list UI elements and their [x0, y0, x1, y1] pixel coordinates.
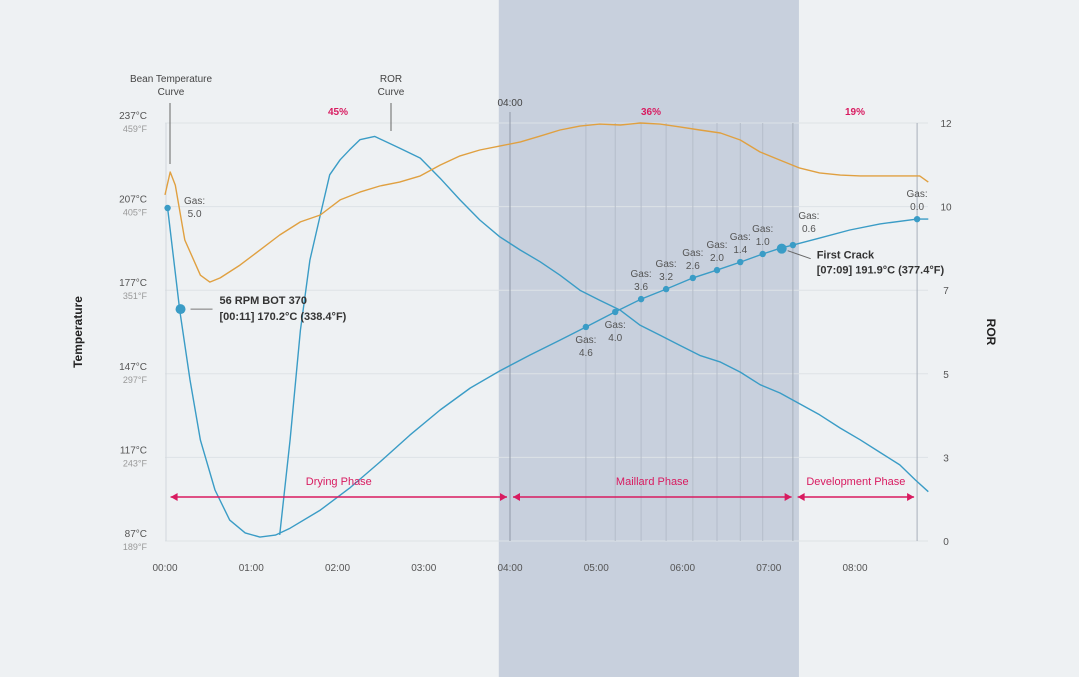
arrowhead-left-icon — [797, 493, 805, 501]
gas-label-title: Gas: — [682, 248, 703, 259]
gas-marker — [913, 215, 921, 223]
y-tick-celsius: 177°C — [119, 278, 147, 289]
gas-marker — [582, 323, 590, 331]
bean-callout-line2: Curve — [158, 87, 185, 98]
gas-marker — [713, 266, 721, 274]
y-tick-celsius: 117°C — [120, 445, 147, 456]
gas-marker — [612, 308, 619, 316]
first-crack-title: First Crack — [817, 250, 875, 262]
gas-label-title: Gas: — [605, 320, 626, 331]
gas-marker — [637, 295, 645, 303]
gas-label-value: 1.0 — [756, 237, 770, 248]
y-tick-fahrenheit: 243°F — [123, 458, 148, 468]
arrowhead-right-icon — [500, 493, 507, 501]
ror-callout-line2: Curve — [378, 87, 405, 98]
bean-callout-line1: Bean Temperature — [130, 74, 213, 85]
y2-tick-label: 3 — [943, 453, 949, 464]
gas-label-title: Gas: — [730, 232, 751, 243]
gas-label-value: 4.0 — [608, 333, 622, 344]
y-tick-celsius: 207°C — [119, 195, 147, 206]
x-tick-label: 01:00 — [239, 563, 264, 574]
gas-label-title: Gas: — [656, 259, 677, 270]
gas-marker — [662, 285, 670, 293]
y2-tick-label: 12 — [940, 119, 952, 130]
arrowhead-left-icon — [170, 493, 178, 501]
first-crack-marker — [776, 243, 787, 254]
y-tick-celsius: 87°C — [125, 529, 147, 540]
drying-phase-label: Drying Phase — [306, 476, 372, 488]
orange-line — [164, 122, 929, 283]
arrowhead-left-icon — [513, 493, 520, 501]
drying-phase-percent: 45% — [328, 107, 348, 118]
first-crack-connector — [787, 250, 811, 260]
gas-label-value: 0.6 — [802, 224, 816, 235]
y2-tick-label: 7 — [943, 286, 949, 297]
x-tick-label: 06:00 — [670, 563, 695, 574]
y-tick-fahrenheit: 297°F — [123, 375, 148, 385]
gas-label-value: 3.6 — [634, 282, 648, 293]
y2-axis-title: ROR — [984, 319, 998, 346]
arrowhead-right-icon — [907, 493, 915, 501]
y2-tick-label: 5 — [943, 370, 949, 381]
gas-marker — [164, 204, 171, 212]
x-tick-label: 05:00 — [584, 563, 609, 574]
gas-label-title: Gas: — [907, 189, 928, 200]
charge-event-detail: [00:11] 170.2°C (338.4°F) — [220, 311, 347, 323]
gas-label-value: 2.0 — [710, 253, 724, 264]
gas-label-value: 1.4 — [733, 245, 747, 256]
gas-label-title: Gas: — [798, 211, 819, 222]
ror-callout-line1: ROR — [380, 74, 402, 85]
maillard-shaded-region — [498, 0, 799, 677]
bean-temperature-line — [166, 207, 929, 538]
gas-label-title: Gas: — [184, 196, 205, 207]
gas-label-title: Gas: — [706, 240, 727, 251]
gas-label-value: 2.6 — [686, 261, 700, 272]
gas-label-title: Gas: — [631, 269, 652, 280]
y-tick-fahrenheit: 405°F — [123, 208, 148, 218]
gas-label-title: Gas: — [575, 335, 596, 346]
gas-label-value: 3.2 — [659, 272, 673, 283]
y2-tick-label: 10 — [940, 203, 952, 214]
arrowhead-right-icon — [784, 493, 792, 501]
gas-marker — [737, 258, 744, 266]
x-tick-label: 02:00 — [325, 563, 350, 574]
x-tick-label: 04:00 — [497, 563, 522, 574]
gas-marker — [789, 241, 797, 249]
gas-label-value: 0.0 — [910, 202, 924, 213]
gas-label-title: Gas: — [752, 224, 773, 235]
x-tick-label: 08:00 — [842, 563, 867, 574]
development-phase-label: Development Phase — [806, 476, 905, 488]
ror-line — [279, 135, 929, 535]
maillard-phase-label: Maillard Phase — [616, 476, 689, 488]
x-tick-label: 03:00 — [411, 563, 436, 574]
charge-event-marker — [175, 304, 186, 315]
y-tick-fahrenheit: 351°F — [123, 291, 148, 301]
four-minute-label: 04:00 — [497, 98, 522, 109]
y2-tick-label: 0 — [943, 537, 949, 548]
gas-marker — [759, 250, 766, 258]
x-tick-label: 00:00 — [152, 563, 177, 574]
y-tick-celsius: 147°C — [119, 362, 147, 373]
y-tick-fahrenheit: 189°F — [123, 542, 148, 552]
x-tick-label: 07:00 — [756, 563, 781, 574]
y-tick-celsius: 237°C — [119, 111, 147, 122]
y-axis-title: Temperature — [71, 296, 85, 368]
charge-event-title: 56 RPM BOT 370 — [220, 295, 307, 307]
first-crack-detail: [07:09] 191.9°C (377.4°F) — [817, 265, 945, 277]
y-tick-fahrenheit: 459°F — [123, 124, 148, 134]
gas-label-value: 5.0 — [188, 209, 202, 220]
maillard-phase-percent: 36% — [641, 107, 661, 118]
gas-label-value: 4.6 — [579, 348, 593, 359]
gas-marker — [689, 274, 697, 282]
development-phase-percent: 19% — [845, 107, 865, 118]
